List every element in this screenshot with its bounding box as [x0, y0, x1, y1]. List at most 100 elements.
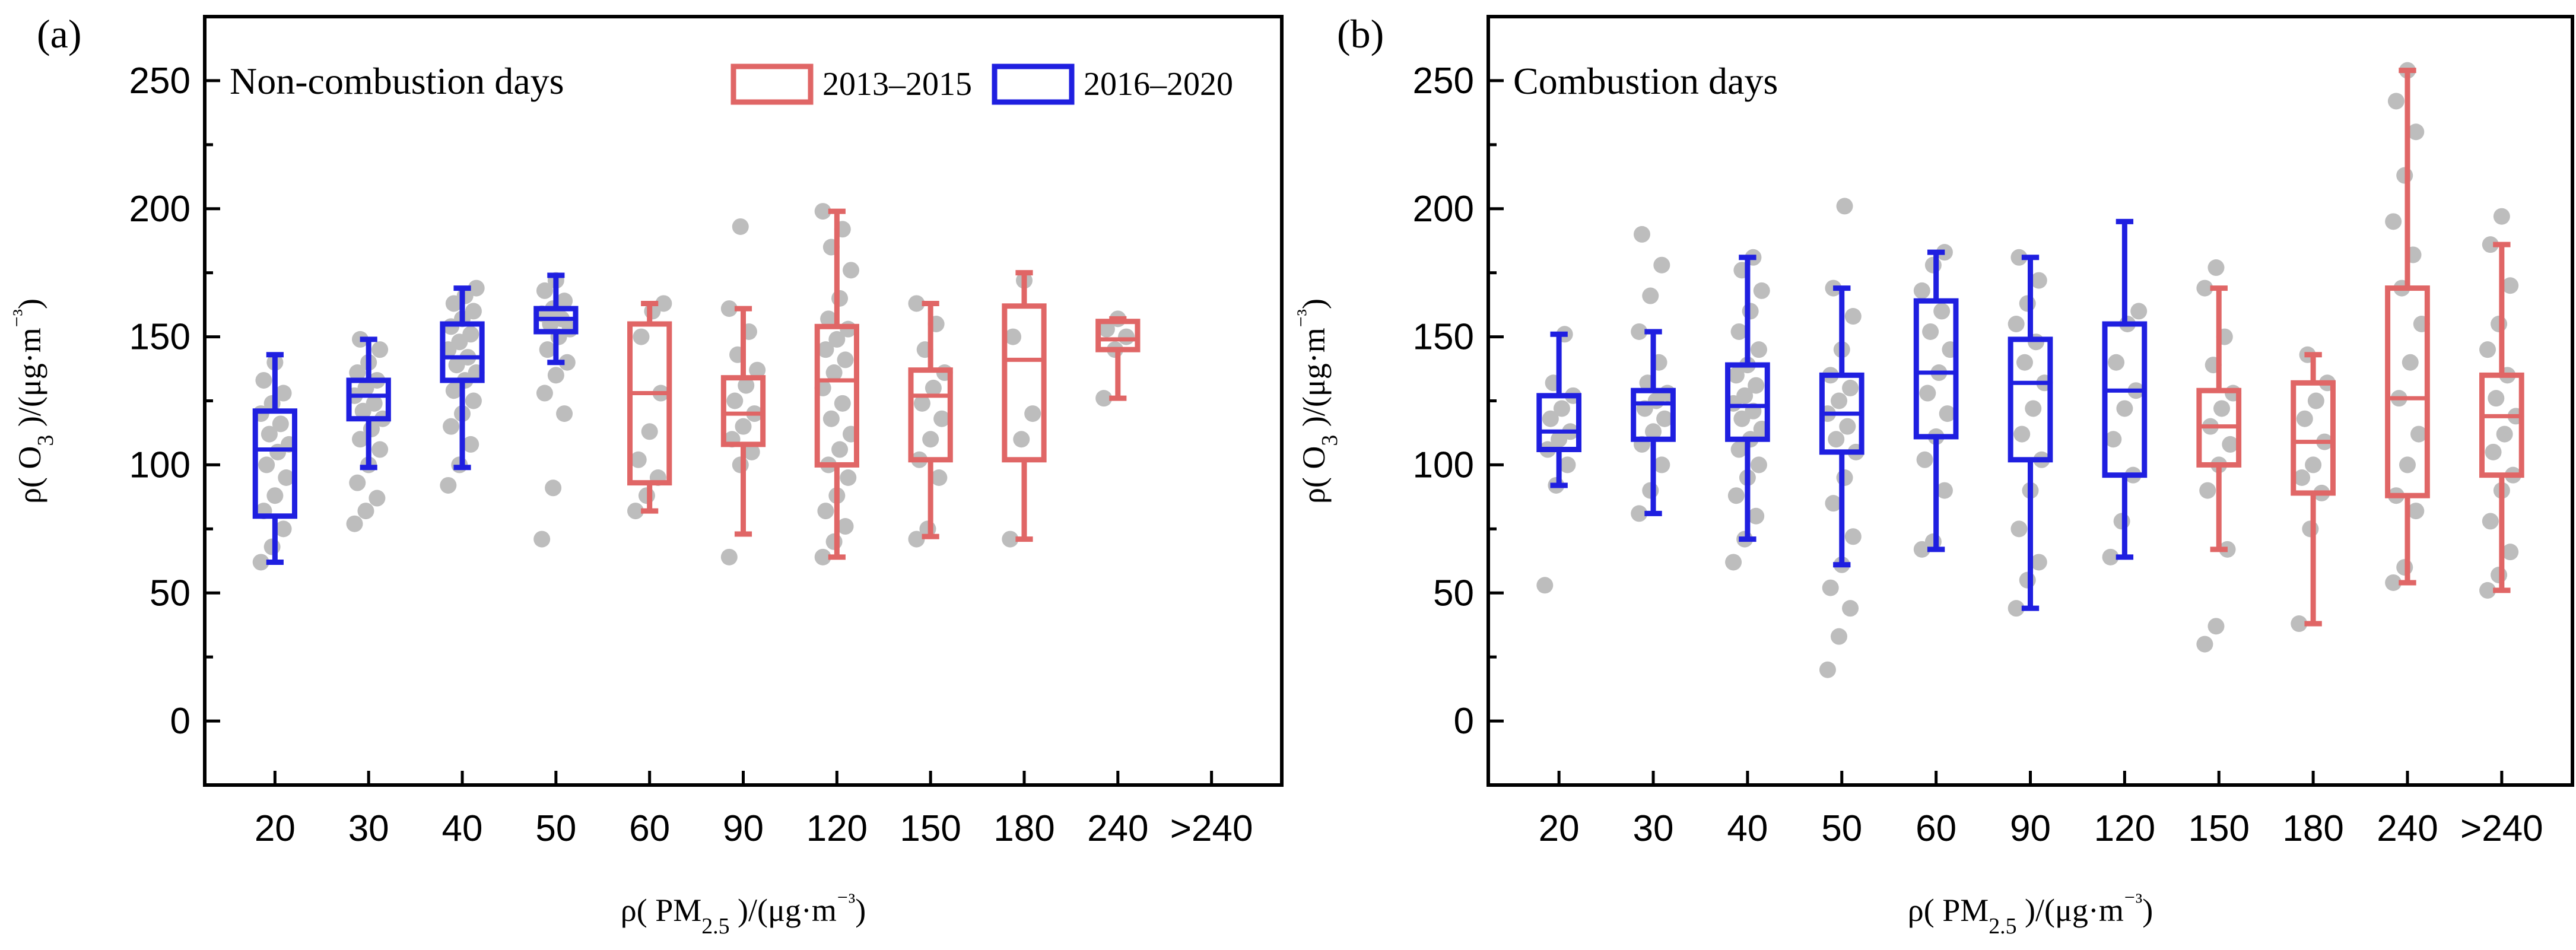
data-point: [261, 425, 278, 443]
panel-title: Non-combustion days: [230, 60, 564, 102]
data-point: [556, 293, 573, 310]
data-point: [2113, 513, 2130, 530]
data-point: [2502, 277, 2519, 294]
panel-b: 0 50 100 150 200 250 20 30 40 50 60 90 120 150 180 240 >…: [1292, 11, 2574, 939]
y-tick-label: 0: [1454, 701, 1474, 742]
data-point: [1642, 482, 1659, 499]
data-point: [1748, 507, 1765, 525]
x-tick-label: 40: [1727, 808, 1768, 849]
data-point: [925, 379, 942, 396]
box-20: [1536, 331, 1582, 488]
data-point: [1024, 405, 1041, 422]
data-point: [2196, 279, 2213, 297]
data-point: [1736, 387, 1754, 404]
y-axis-label: ρ( O3 )/(μg·m⁻³): [8, 298, 58, 504]
data-point: [933, 410, 951, 427]
data-point: [2407, 503, 2425, 520]
data-point: [732, 456, 749, 474]
box-iqr: [2102, 321, 2148, 478]
y-tick-label: 50: [1433, 573, 1474, 614]
data-point: [2407, 123, 2425, 141]
data-point: [278, 469, 295, 486]
data-point: [2116, 400, 2133, 417]
data-point: [2030, 272, 2047, 289]
data-point: [843, 262, 859, 279]
data-point: [2207, 259, 2225, 277]
box-150: [908, 300, 953, 539]
data-point: [1095, 390, 1113, 407]
data-point: [1819, 661, 1836, 678]
data-point: [366, 395, 383, 412]
box-20: [252, 352, 298, 565]
data-point: [465, 392, 482, 409]
data-point: [369, 490, 386, 507]
data-point: [837, 518, 854, 535]
data-point: [1727, 487, 1745, 504]
y-tick-label: 50: [150, 573, 190, 614]
data-point: [2491, 316, 2508, 332]
data-point: [834, 395, 851, 412]
data-point: [1742, 303, 1759, 320]
data-point: [913, 395, 930, 412]
data-point: [638, 487, 655, 504]
data-point: [2294, 469, 2311, 486]
data-point: [814, 548, 831, 565]
data-point: [726, 392, 744, 409]
data-point: [922, 431, 939, 448]
data-point: [445, 382, 462, 399]
data-point: [1748, 377, 1765, 394]
data-point: [351, 431, 369, 448]
x-tick-label: >240: [1170, 808, 1253, 849]
data-point: [1919, 385, 1936, 402]
data-point: [252, 554, 269, 571]
data-point: [2222, 436, 2239, 453]
data-point: [1005, 328, 1022, 345]
data-point: [536, 282, 553, 299]
box-iqr: [2479, 372, 2524, 478]
data-point: [255, 371, 272, 389]
data-point: [735, 418, 752, 435]
data-point: [822, 410, 840, 427]
data-point: [633, 328, 650, 345]
legend-label: 2016–2020: [1084, 66, 1233, 103]
data-point: [1727, 367, 1745, 384]
data-point: [2025, 400, 2042, 417]
data-point: [831, 290, 849, 307]
data-point: [1750, 456, 1767, 474]
panel-label: (a): [37, 11, 81, 56]
data-point: [2502, 544, 2519, 561]
data-point: [908, 530, 925, 548]
data-point: [1002, 530, 1019, 548]
data-point: [2291, 615, 2308, 633]
data-point: [1842, 600, 1859, 617]
x-tick-label: 90: [2010, 808, 2051, 849]
data-point: [2402, 354, 2419, 371]
data-point: [720, 548, 738, 565]
y-tick-label: 200: [1413, 189, 1474, 230]
x-tick-label: 180: [2282, 808, 2343, 849]
data-point: [1822, 579, 1839, 596]
x-axis-label: ρ( PM2.5 )/(μg·m⁻³): [1908, 889, 2153, 939]
x-tick-label: 180: [993, 808, 1054, 849]
data-point: [1922, 323, 1939, 340]
data-point: [346, 515, 363, 532]
data-point: [1542, 410, 1559, 427]
data-point: [2491, 567, 2508, 584]
legend-swatch: [730, 63, 814, 105]
box->240: [2479, 242, 2524, 593]
data-point: [1653, 456, 1670, 474]
data-point: [2196, 636, 2213, 653]
data-point: [2307, 392, 2324, 409]
data-point: [828, 331, 846, 348]
data-point: [2010, 520, 2028, 538]
data-point: [468, 279, 485, 297]
x-tick-label: 30: [348, 808, 389, 849]
data-point: [930, 469, 948, 486]
data-point: [1645, 423, 1662, 440]
data-point: [2105, 431, 2122, 448]
data-point: [1730, 323, 1748, 340]
y-tick-label: 100: [1413, 444, 1474, 485]
data-point: [2108, 354, 2125, 371]
data-point: [533, 530, 551, 548]
data-point: [2399, 456, 2416, 474]
